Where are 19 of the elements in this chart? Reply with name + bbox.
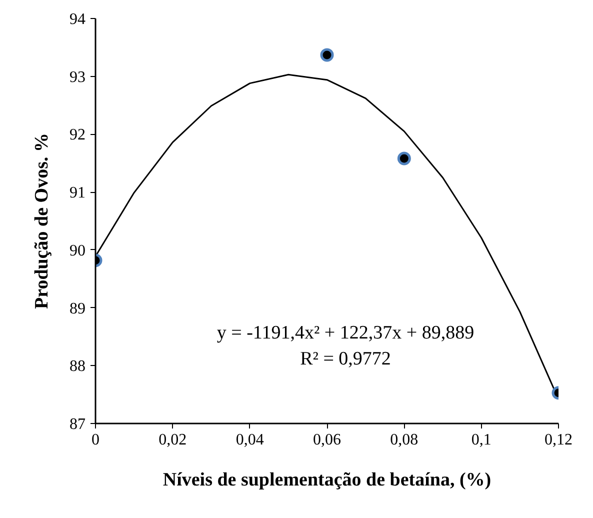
y-axis-title: Produção de Ovos. % [32,133,52,309]
x-axis-title: Níveis de suplementação de betaína, (%) [162,470,492,490]
y-tick-label: 90 [70,242,86,260]
x-tick-label: 0,12 [544,432,572,448]
y-tick-label: 94 [70,11,86,28]
x-tick-label: 0,1 [471,432,492,448]
annotation: R² = 0,9772 [300,348,391,370]
annotation: y = -1191,4x² + 122,37x + 89,889 [216,322,474,344]
y-tick-label: 93 [70,68,86,86]
x-tick-label: 0,06 [313,432,341,448]
x-tick-label: 0,04 [236,432,264,448]
y-tick-label: 91 [70,184,86,202]
x-tick-label: 0 [92,432,100,448]
y-tick-label: 87 [70,416,86,433]
y-tick-label: 88 [70,358,86,376]
y-tick-label: 92 [70,126,86,144]
y-tick-label: 89 [70,300,86,318]
x-tick-label: 0,02 [158,432,187,448]
x-tick-label: 0,08 [390,432,418,448]
